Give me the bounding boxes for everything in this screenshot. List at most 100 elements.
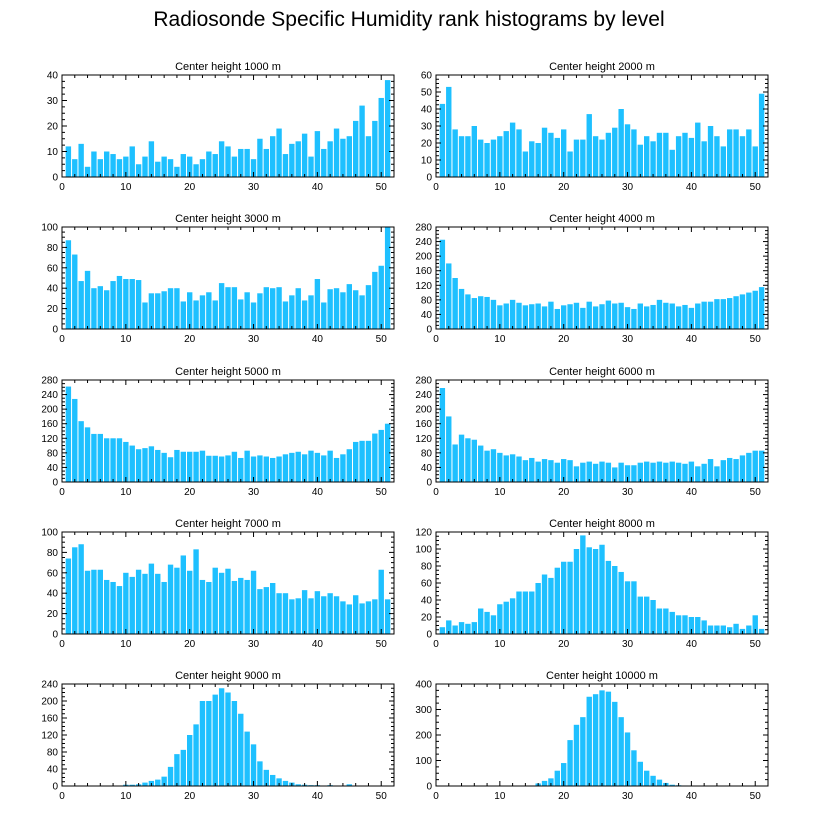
histogram-bar — [465, 438, 471, 482]
histogram-bar — [714, 299, 720, 329]
histogram-bar — [541, 780, 548, 786]
histogram-bar — [592, 306, 599, 329]
histogram-bar — [452, 444, 458, 482]
y-tick-label: 40 — [47, 71, 59, 82]
histogram-bar — [212, 455, 218, 482]
histogram-bar — [701, 620, 707, 634]
histogram-panel: Center height 9000 m 0 10 20 30 40 50 0 40 80 120 1… — [41, 670, 395, 802]
histogram-bar — [707, 625, 714, 634]
histogram-bar — [72, 547, 78, 634]
histogram-bar — [637, 462, 643, 482]
histogram-bar — [618, 109, 624, 177]
histogram-bar — [193, 164, 199, 177]
histogram-bar — [656, 779, 663, 786]
histogram-bar — [586, 461, 592, 482]
histogram-bar — [516, 302, 522, 329]
histogram-bar — [471, 622, 477, 634]
histogram-bar — [663, 132, 669, 177]
histogram-bar — [250, 302, 257, 329]
x-tick-label: 50 — [376, 487, 388, 498]
y-tick-label: 80 — [47, 243, 59, 254]
histogram-bar — [276, 778, 282, 786]
y-tick-label: 20 — [47, 122, 59, 133]
histogram-panel: Center height 1000 m 0 10 20 30 40 50 0 10 20 30 40 — [47, 61, 395, 193]
histogram-bar — [714, 136, 720, 177]
histogram-bar — [554, 308, 560, 329]
y-tick-label: 280 — [415, 223, 432, 234]
histogram-bar — [567, 151, 573, 177]
histogram-bar — [148, 293, 155, 329]
histogram-bar — [110, 154, 116, 177]
histogram-bar — [720, 146, 726, 177]
histogram-bar — [353, 290, 359, 329]
histogram-bar — [174, 754, 180, 786]
x-tick-label: 20 — [558, 639, 570, 650]
histogram-bar — [282, 593, 289, 634]
histogram-bar — [308, 450, 314, 482]
histogram-bar — [656, 299, 663, 329]
x-tick-label: 0 — [59, 639, 65, 650]
histogram-bar — [720, 460, 726, 482]
histogram-bar — [599, 139, 605, 177]
histogram-bar — [142, 448, 148, 482]
histogram-bar — [180, 749, 186, 786]
y-tick-label: 120 — [41, 434, 58, 445]
histogram-bar — [91, 569, 97, 634]
histogram-bar — [135, 569, 142, 634]
histogram-bar — [580, 535, 586, 634]
histogram-bar — [650, 600, 656, 634]
histogram-bar — [212, 154, 218, 177]
x-tick-label: 40 — [686, 182, 698, 193]
histogram-bar — [644, 596, 650, 634]
histogram-bar — [752, 290, 758, 329]
histogram-bar — [586, 696, 592, 786]
histogram-bar — [618, 302, 624, 329]
histogram-bar — [116, 159, 123, 177]
x-tick-label: 40 — [312, 334, 324, 345]
x-tick-label: 30 — [248, 334, 260, 345]
histogram-bar — [97, 433, 103, 482]
y-tick-label: 400 — [415, 680, 432, 691]
x-tick-label: 10 — [494, 639, 506, 650]
histogram-bar — [548, 301, 554, 329]
histogram-bar — [161, 156, 167, 177]
histogram-bar — [605, 462, 612, 482]
histogram-bar — [592, 136, 599, 177]
panel-title: Center height 8000 m — [549, 518, 655, 530]
histogram-bar — [465, 623, 471, 634]
y-tick-label: 80 — [47, 448, 59, 459]
histogram-bar — [580, 139, 586, 177]
histogram-bar — [257, 761, 263, 786]
x-tick-label: 10 — [120, 182, 132, 193]
histogram-bar — [333, 288, 340, 329]
histogram-bar — [340, 138, 346, 177]
histogram-bar — [522, 460, 529, 482]
histogram-bar — [238, 299, 244, 329]
histogram-bar — [497, 604, 503, 634]
y-tick-label: 0 — [426, 478, 432, 489]
y-tick-label: 80 — [47, 548, 59, 559]
histogram-bar — [180, 301, 186, 329]
histogram-panel: Center height 7000 m 0 10 20 30 40 50 0 20 40 60 80… — [41, 518, 395, 650]
histogram-bar — [663, 462, 669, 482]
y-tick-label: 40 — [47, 284, 59, 295]
histogram-bar — [110, 281, 116, 329]
histogram-bar — [78, 281, 84, 329]
histogram-bar — [104, 438, 110, 482]
histogram-bar — [135, 449, 142, 482]
x-tick-label: 50 — [750, 182, 762, 193]
histogram-bar — [548, 577, 554, 634]
histogram-bar — [263, 769, 269, 786]
x-tick-label: 20 — [184, 334, 196, 345]
histogram-bar — [365, 285, 372, 329]
panel-title: Center height 10000 m — [546, 670, 658, 682]
histogram-bar — [701, 463, 707, 482]
x-tick-label: 0 — [433, 334, 439, 345]
histogram-bar — [372, 599, 378, 634]
histogram-bar — [644, 306, 650, 329]
histogram-bar — [509, 122, 516, 177]
histogram-bar — [65, 386, 72, 482]
histogram-bar — [295, 784, 301, 786]
histogram-bar — [231, 451, 238, 482]
histogram-bar — [270, 457, 276, 482]
